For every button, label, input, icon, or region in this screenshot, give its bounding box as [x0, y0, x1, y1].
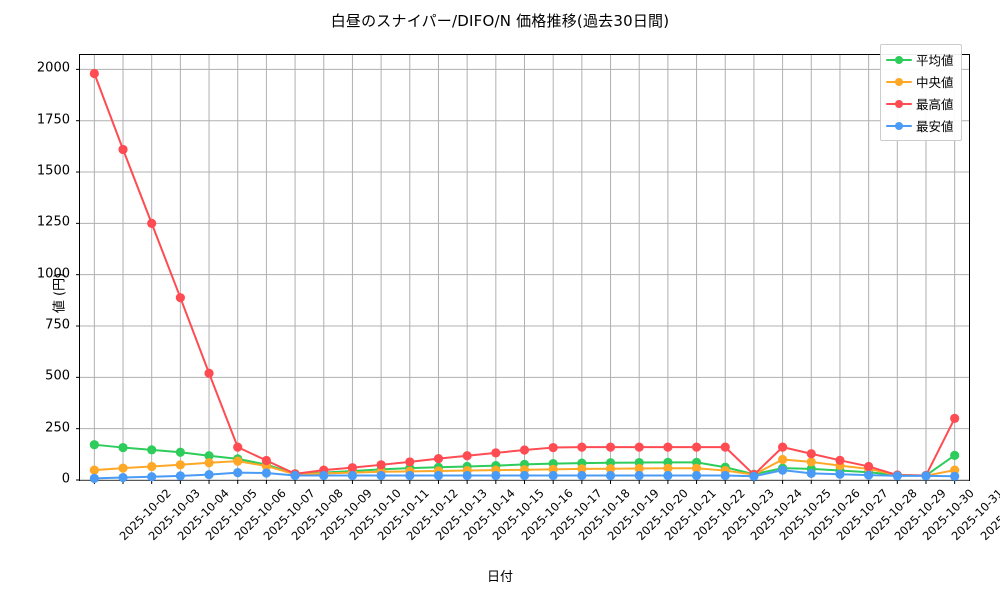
chart-legend: 平均値中央値最高値最安値: [880, 44, 962, 141]
grid-lines: [76, 55, 969, 484]
legend-item-1[interactable]: 平均値: [886, 50, 954, 69]
x-axis-label: 日付: [486, 570, 514, 585]
y-tick-label: 1750: [36, 112, 70, 128]
y-axis-label: 値 (円): [52, 272, 68, 314]
legend-item-4[interactable]: 最安値: [886, 116, 954, 135]
legend-swatch-icon: [886, 76, 912, 88]
legend-item-3[interactable]: 最高値: [886, 94, 954, 113]
chart-title: 白昼のスナイパー/DIFO/N 価格推移(過去30日間): [330, 12, 670, 30]
data-series-layer: [89, 68, 960, 483]
series-3: [89, 68, 960, 481]
legend-item-2[interactable]: 中央値: [886, 72, 954, 91]
y-tick-label: 250: [45, 420, 70, 436]
y-tick-label: 2000: [36, 60, 70, 76]
legend-label: 中央値: [916, 75, 954, 90]
legend-swatch-icon: [886, 120, 912, 132]
legend-swatch-icon: [886, 54, 912, 66]
y-tick-label: 1500: [36, 163, 70, 179]
plot-area: 値 (円): [53, 54, 970, 484]
legend-swatch-icon: [886, 98, 912, 110]
y-tick-label: 1000: [36, 266, 70, 282]
y-tick-label: 750: [45, 317, 70, 333]
y-tick-label: 500: [45, 368, 70, 384]
legend-label: 最高値: [916, 97, 954, 112]
y-tick-label: 0: [61, 471, 70, 487]
legend-label: 最安値: [916, 119, 954, 134]
legend-label: 平均値: [916, 53, 954, 68]
series-4: [89, 465, 960, 483]
y-tick-label: 1250: [36, 214, 70, 230]
